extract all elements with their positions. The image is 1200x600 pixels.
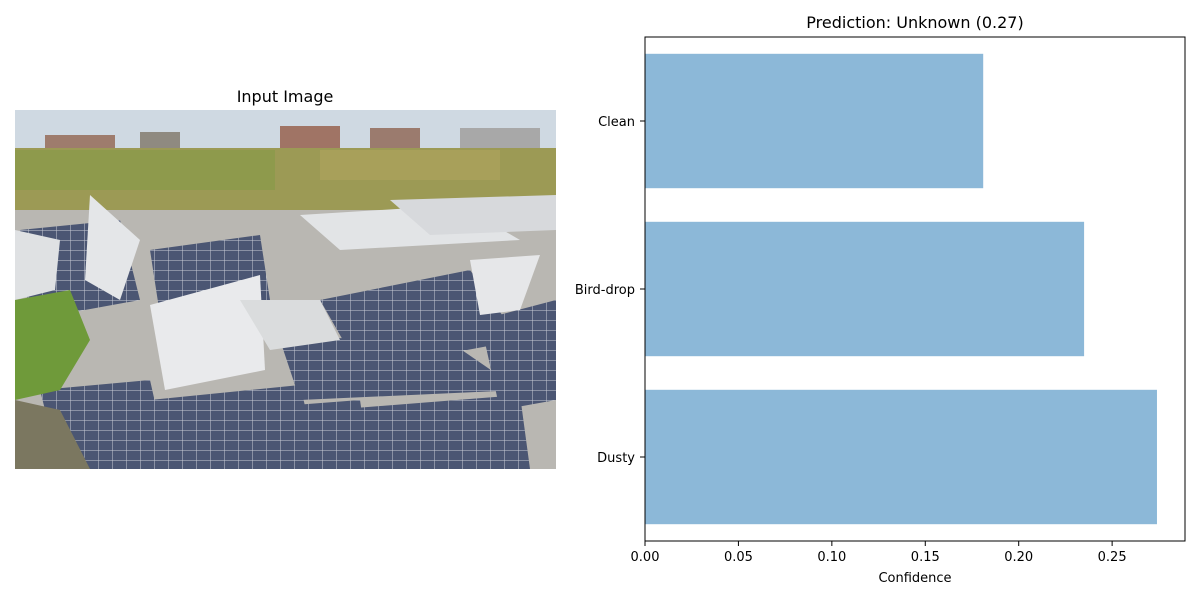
y-tick-label: Bird-drop	[575, 283, 635, 298]
bar-clean	[645, 53, 984, 189]
y-axis: Dusty Bird-drop Clean	[575, 115, 645, 466]
x-tick-label: 0.10	[817, 550, 846, 565]
x-tick-label: 0.15	[911, 550, 940, 565]
x-tick-label: 0.20	[1004, 550, 1033, 565]
input-image	[15, 110, 556, 469]
bar-bird-drop	[645, 221, 1085, 357]
x-axis-label: Confidence	[878, 571, 951, 586]
input-image-title: Input Image	[237, 87, 334, 106]
x-tick-label: 0.05	[724, 550, 753, 565]
bar-group	[645, 53, 1157, 525]
chart-title: Prediction: Unknown (0.27)	[806, 13, 1023, 32]
x-tick-label: 0.25	[1098, 550, 1127, 565]
x-tick-label: 0.00	[631, 550, 660, 565]
bar-dusty	[645, 389, 1157, 525]
x-axis: 0.00 0.05 0.10 0.15 0.20 0.25	[631, 541, 1127, 565]
y-tick-label: Dusty	[597, 451, 635, 466]
y-tick-label: Clean	[598, 115, 635, 130]
